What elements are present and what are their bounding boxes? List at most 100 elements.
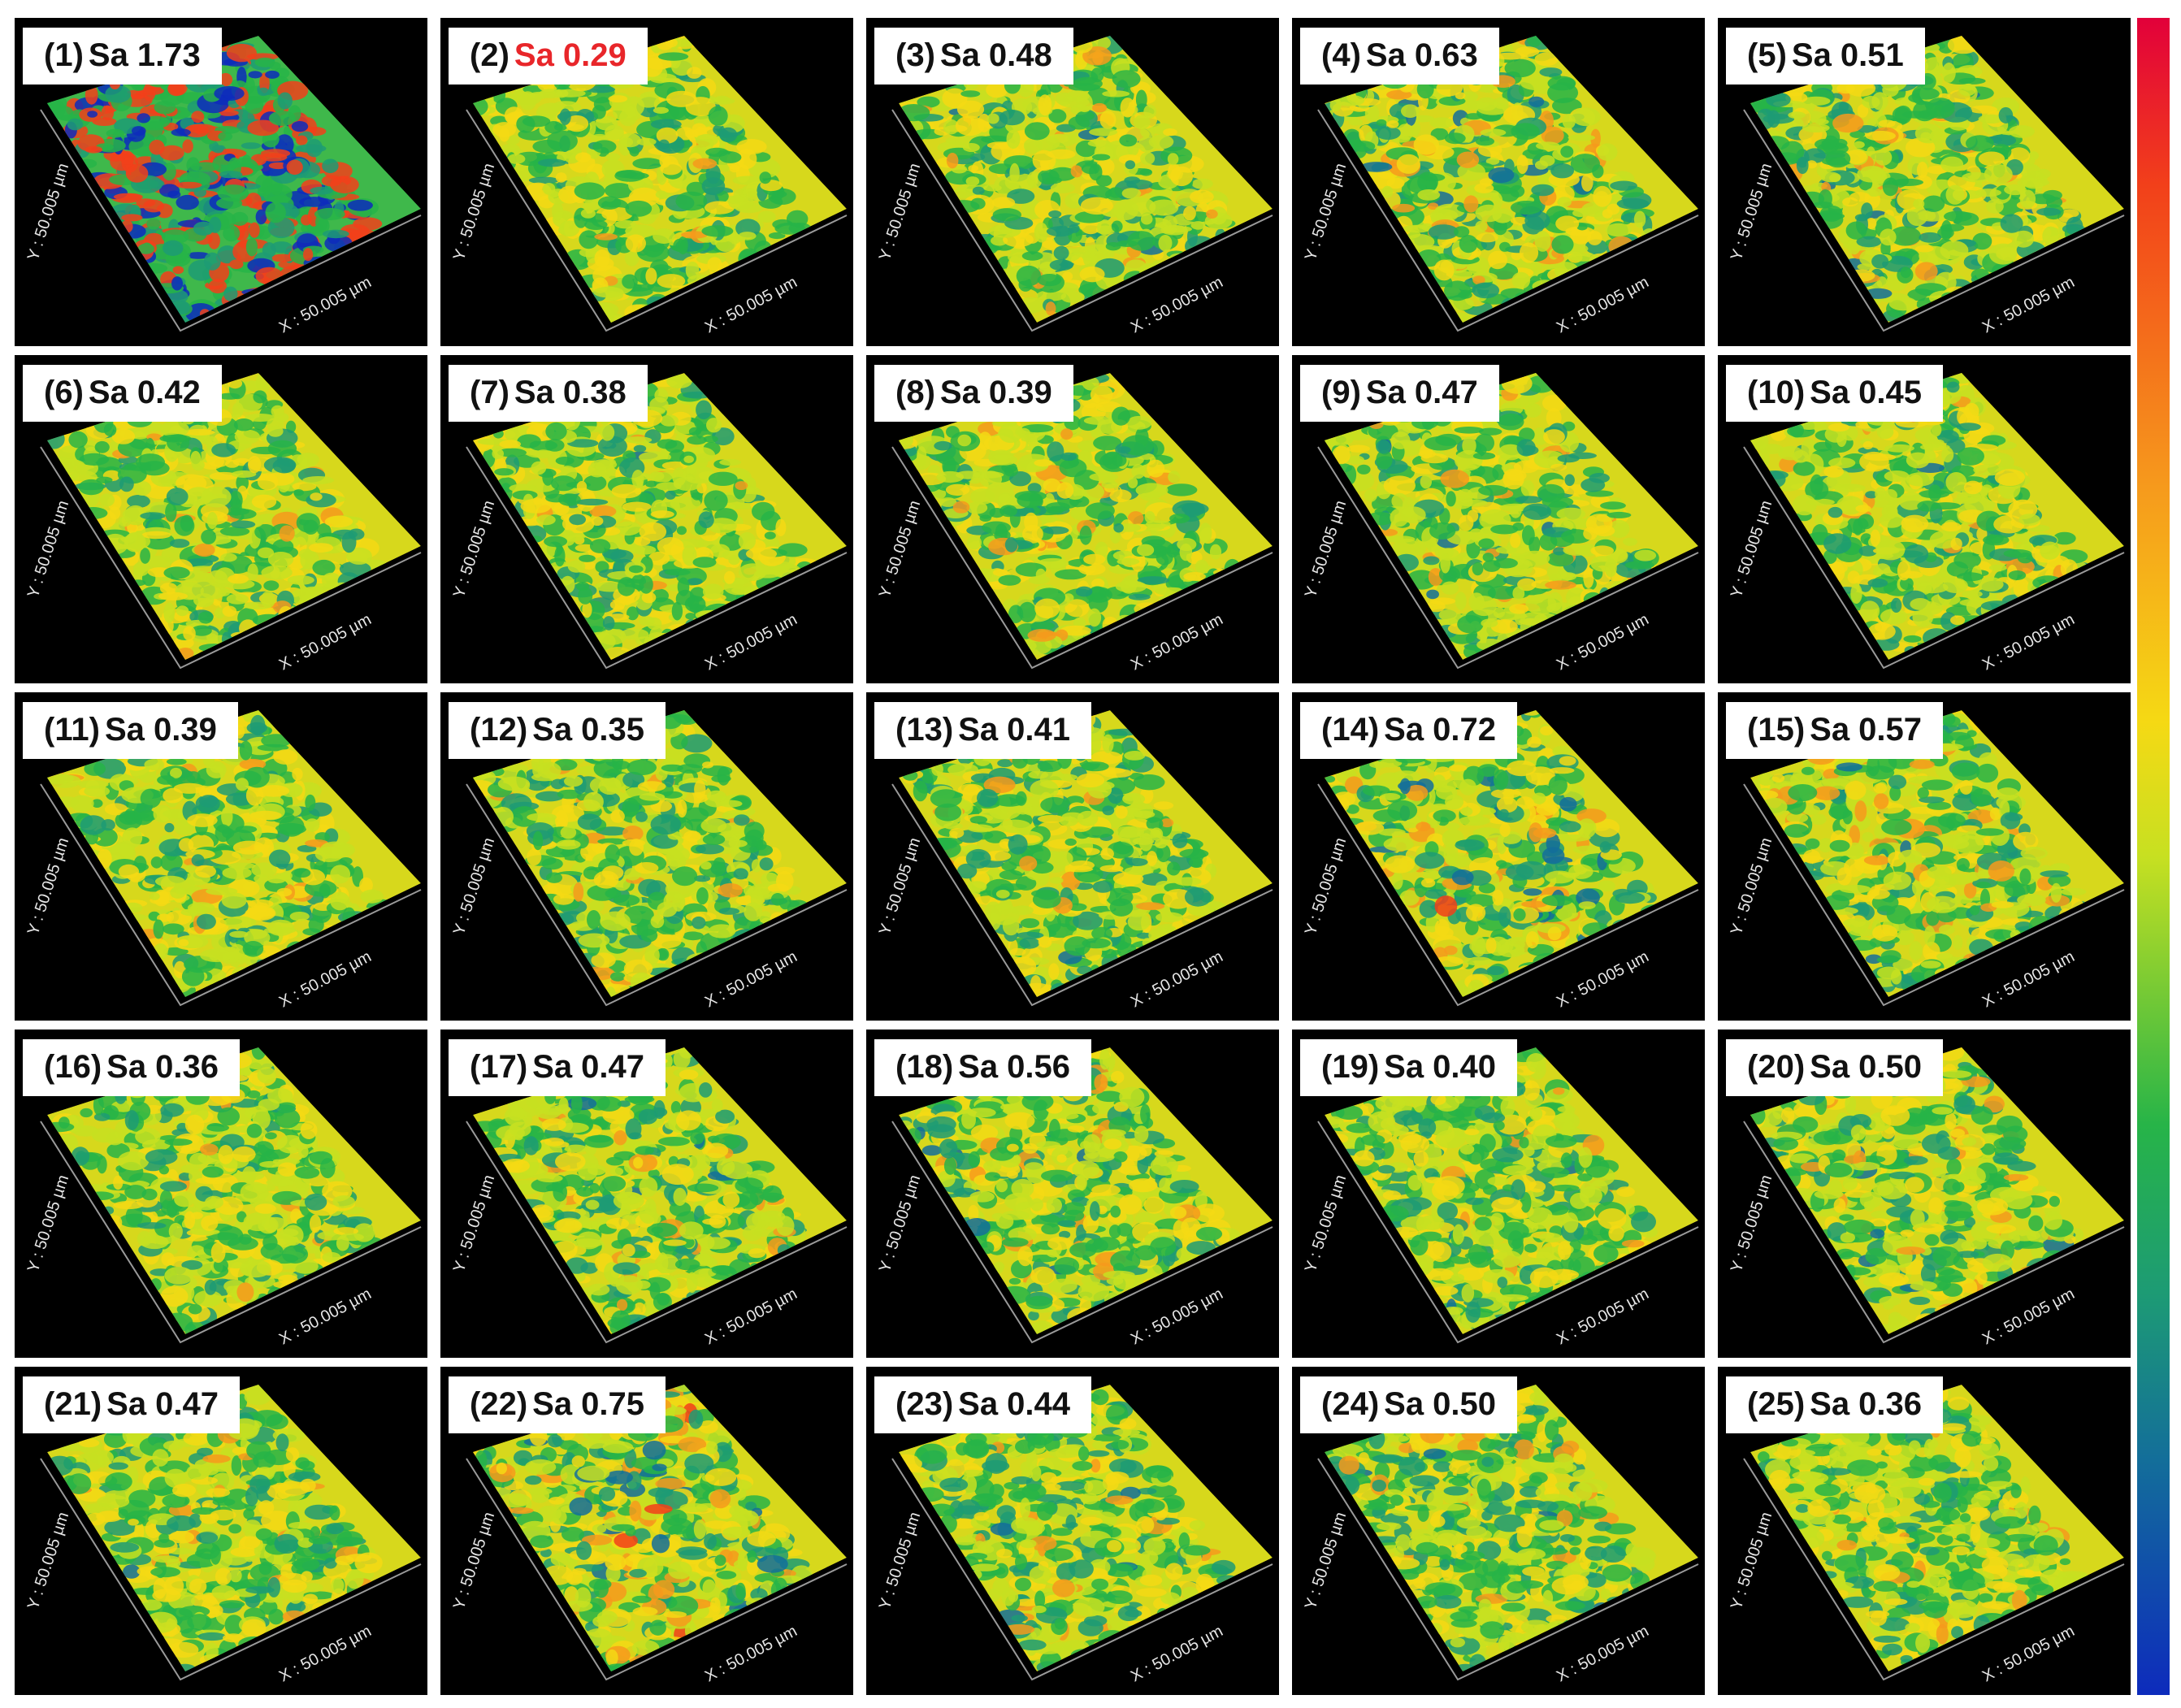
sa-value: Sa 0.42 xyxy=(88,375,201,410)
surface-tile: X : 50.005 µm Y : 50.005 µm (8) Sa 0.39 xyxy=(866,355,1279,683)
surface-plot: X : 50.005 µm Y : 50.005 µm xyxy=(1728,373,2125,674)
sample-label: (14) Sa 0.72 xyxy=(1300,702,1518,759)
surface-plot: X : 50.005 µm Y : 50.005 µm xyxy=(1302,1047,1699,1348)
sample-index: (15) xyxy=(1747,712,1806,748)
sample-label: (25) Sa 0.36 xyxy=(1726,1376,1944,1433)
sample-index: (6) xyxy=(44,375,84,410)
sa-value: Sa 0.35 xyxy=(532,712,645,748)
y-axis-label: Y : 50.005 µm xyxy=(876,161,924,262)
sa-value: Sa 0.63 xyxy=(1365,37,1478,73)
sa-value: Sa 0.40 xyxy=(1384,1049,1497,1085)
sample-index: (24) xyxy=(1321,1386,1380,1422)
y-axis-label: Y : 50.005 µm xyxy=(450,835,498,937)
y-axis-label: Y : 50.005 µm xyxy=(1728,161,1776,262)
sample-label: (6) Sa 0.42 xyxy=(23,365,222,422)
surface-plot: X : 50.005 µm Y : 50.005 µm xyxy=(450,36,848,336)
x-axis-label: X : 50.005 µm xyxy=(1554,947,1652,1011)
sample-label: (19) Sa 0.40 xyxy=(1300,1039,1518,1096)
x-axis-label: X : 50.005 µm xyxy=(276,1285,375,1348)
surface-tile: X : 50.005 µm Y : 50.005 µm (15) Sa 0.57 xyxy=(1718,692,2131,1021)
sample-label: (17) Sa 0.47 xyxy=(449,1039,666,1096)
sample-label: (24) Sa 0.50 xyxy=(1300,1376,1518,1433)
sample-index: (11) xyxy=(44,712,100,748)
sa-value: Sa 0.36 xyxy=(106,1049,219,1085)
y-axis-label: Y : 50.005 µm xyxy=(24,835,72,937)
sample-label: (20) Sa 0.50 xyxy=(1726,1039,1944,1096)
x-axis-label: X : 50.005 µm xyxy=(1128,1622,1226,1685)
x-axis-label: X : 50.005 µm xyxy=(1979,610,2078,674)
y-axis-label: Y : 50.005 µm xyxy=(1302,1510,1350,1611)
sample-label: (21) Sa 0.47 xyxy=(23,1376,241,1433)
surface-tile: X : 50.005 µm Y : 50.005 µm (21) Sa 0.47 xyxy=(15,1367,427,1695)
x-axis-label: X : 50.005 µm xyxy=(276,947,375,1011)
x-axis-label: X : 50.005 µm xyxy=(702,610,800,674)
sample-label: (5) Sa 0.51 xyxy=(1726,28,1925,85)
surface-plot: X : 50.005 µm Y : 50.005 µm xyxy=(1728,1385,2125,1685)
y-axis-label: Y : 50.005 µm xyxy=(450,161,498,262)
sample-label: (3) Sa 0.48 xyxy=(874,28,1073,85)
sample-label: (13) Sa 0.41 xyxy=(874,702,1092,759)
x-axis-label: X : 50.005 µm xyxy=(1979,947,2078,1011)
y-axis-label: Y : 50.005 µm xyxy=(876,498,924,600)
sample-index: (23) xyxy=(895,1386,954,1422)
sample-index: (10) xyxy=(1747,375,1806,410)
surface-tile: X : 50.005 µm Y : 50.005 µm (3) Sa 0.48 xyxy=(866,18,1279,346)
surface-plot: X : 50.005 µm Y : 50.005 µm xyxy=(24,36,422,336)
sa-value: Sa 0.50 xyxy=(1384,1386,1497,1422)
x-axis-label: X : 50.005 µm xyxy=(1554,610,1652,674)
surface-tile: X : 50.005 µm Y : 50.005 µm (13) Sa 0.41 xyxy=(866,692,1279,1021)
y-axis-label: Y : 50.005 µm xyxy=(876,1510,924,1611)
sample-label: (1) Sa 1.73 xyxy=(23,28,222,85)
surface-tile: X : 50.005 µm Y : 50.005 µm (2) Sa 0.29 xyxy=(440,18,853,346)
x-axis-label: X : 50.005 µm xyxy=(276,1622,375,1685)
x-axis-label: X : 50.005 µm xyxy=(1128,1285,1226,1348)
sample-index: (20) xyxy=(1747,1049,1806,1085)
sa-value: Sa 1.73 xyxy=(88,37,201,73)
x-axis-label: X : 50.005 µm xyxy=(702,1622,800,1685)
surface-tile: X : 50.005 µm Y : 50.005 µm (9) Sa 0.47 xyxy=(1292,355,1705,683)
sample-index: (19) xyxy=(1321,1049,1380,1085)
surface-plot: X : 50.005 µm Y : 50.005 µm xyxy=(1302,710,1699,1011)
sample-label: (9) Sa 0.47 xyxy=(1300,365,1499,422)
sa-value: Sa 0.72 xyxy=(1384,712,1497,748)
surface-plot: X : 50.005 µm Y : 50.005 µm xyxy=(450,1047,848,1348)
surface-plot: X : 50.005 µm Y : 50.005 µm xyxy=(876,373,1273,674)
sample-index: (21) xyxy=(44,1386,102,1422)
surface-plot: X : 50.005 µm Y : 50.005 µm xyxy=(24,373,422,674)
sample-label: (22) Sa 0.75 xyxy=(449,1376,666,1433)
x-axis-label: X : 50.005 µm xyxy=(276,273,375,336)
y-axis-label: Y : 50.005 µm xyxy=(24,161,72,262)
sample-index: (5) xyxy=(1747,37,1787,73)
sa-value: Sa 0.57 xyxy=(1810,712,1923,748)
y-axis-label: Y : 50.005 µm xyxy=(450,1510,498,1611)
sample-index: (7) xyxy=(470,375,509,410)
sample-label: (15) Sa 0.57 xyxy=(1726,702,1944,759)
sample-index: (3) xyxy=(895,37,935,73)
surface-tile: X : 50.005 µm Y : 50.005 µm (6) Sa 0.42 xyxy=(15,355,427,683)
y-axis-label: Y : 50.005 µm xyxy=(1302,835,1350,937)
sample-index: (17) xyxy=(470,1049,528,1085)
height-colorbar xyxy=(2137,18,2170,1695)
surface-tile: X : 50.005 µm Y : 50.005 µm (25) Sa 0.36 xyxy=(1718,1367,2131,1695)
surface-tile: X : 50.005 µm Y : 50.005 µm (1) Sa 1.73 xyxy=(15,18,427,346)
surface-plot: X : 50.005 µm Y : 50.005 µm xyxy=(1728,36,2125,336)
y-axis-label: Y : 50.005 µm xyxy=(24,498,72,600)
surface-plot: X : 50.005 µm Y : 50.005 µm xyxy=(450,1385,848,1685)
surface-tile: X : 50.005 µm Y : 50.005 µm (16) Sa 0.36 xyxy=(15,1030,427,1358)
sample-index: (14) xyxy=(1321,712,1380,748)
y-axis-label: Y : 50.005 µm xyxy=(876,835,924,937)
sa-value: Sa 0.48 xyxy=(939,37,1052,73)
y-axis-label: Y : 50.005 µm xyxy=(1728,835,1776,937)
y-axis-label: Y : 50.005 µm xyxy=(24,1510,72,1611)
sample-index: (8) xyxy=(895,375,935,410)
surface-tile: X : 50.005 µm Y : 50.005 µm (19) Sa 0.40 xyxy=(1292,1030,1705,1358)
x-axis-label: X : 50.005 µm xyxy=(1128,273,1226,336)
surface-tile: X : 50.005 µm Y : 50.005 µm (14) Sa 0.72 xyxy=(1292,692,1705,1021)
sa-value: Sa 0.41 xyxy=(958,712,1071,748)
surface-tile: X : 50.005 µm Y : 50.005 µm (11) Sa 0.39 xyxy=(15,692,427,1021)
sample-index: (1) xyxy=(44,37,84,73)
sample-label: (2) Sa 0.29 xyxy=(449,28,648,85)
surface-plot: X : 50.005 µm Y : 50.005 µm xyxy=(1302,36,1699,336)
x-axis-label: X : 50.005 µm xyxy=(1979,1622,2078,1685)
surface-tile: X : 50.005 µm Y : 50.005 µm (7) Sa 0.38 xyxy=(440,355,853,683)
